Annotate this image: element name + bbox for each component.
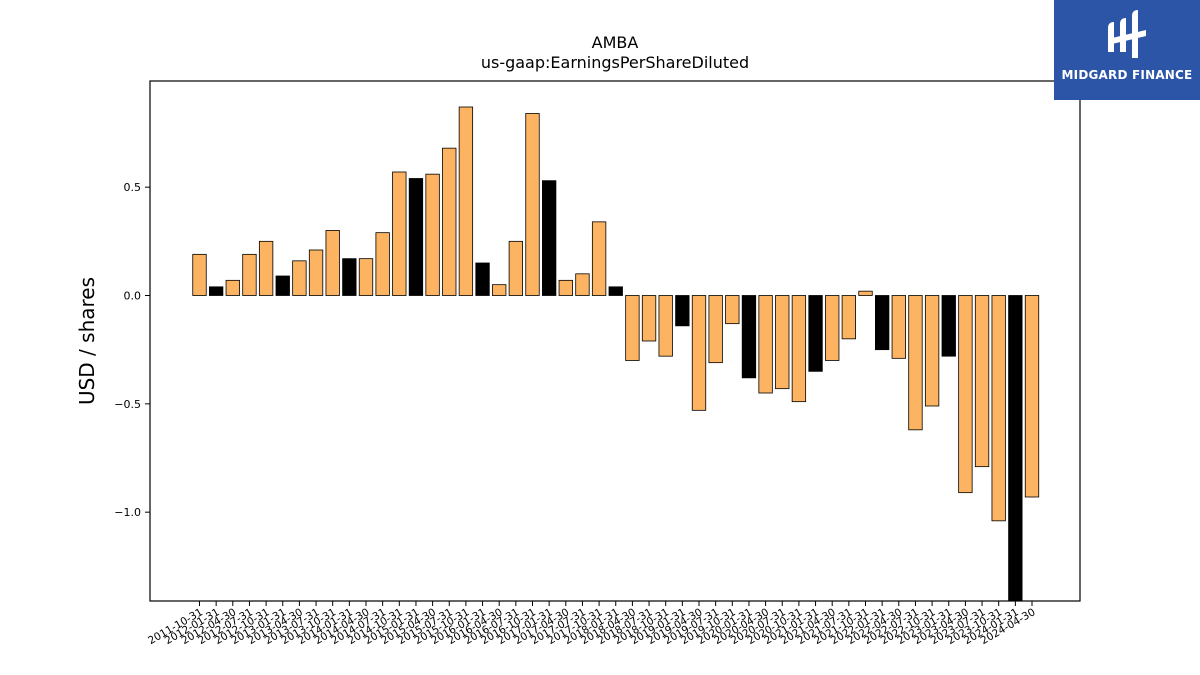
bar-2022-07-31 (908, 295, 923, 431)
bar-2016-10-31 (525, 113, 540, 296)
bar-2021-07-31 (841, 295, 856, 340)
bar-2015-04-30 (425, 173, 440, 296)
bar-2015-10-31 (458, 106, 474, 296)
y-tick-label: 0.0 (124, 290, 142, 303)
bar-2011-10-31 (192, 253, 207, 296)
bar-2021-10-31 (858, 290, 873, 296)
bar-2019-10-31 (725, 295, 740, 325)
bar-2020-10-31 (791, 295, 807, 403)
bar-2012-04-30 (225, 279, 240, 296)
bar-2013-04-30 (292, 260, 307, 296)
bar-2023-04-30 (958, 295, 973, 494)
chart-title: AMBA (592, 33, 639, 52)
bar-2015-07-31 (442, 147, 457, 296)
bar-2021-01-31 (808, 295, 823, 372)
bar-2018-01-31 (608, 286, 623, 296)
plot-frame (149, 80, 1081, 602)
bar-2017-07-31 (575, 273, 590, 296)
bar-2017-10-31 (591, 221, 607, 296)
bar-2019-07-31 (708, 295, 723, 364)
midgard-logo-icon (1108, 10, 1146, 58)
y-tick-label: 0.5 (124, 181, 142, 194)
bar-2018-04-30 (625, 295, 640, 361)
bar-2015-01-31 (408, 178, 424, 296)
bar-2019-04-30 (691, 295, 707, 411)
bar-2016-01-31 (475, 262, 490, 296)
bar-2023-01-31 (941, 295, 956, 357)
bar-2017-04-30 (558, 279, 573, 296)
bar-2020-01-31 (741, 295, 757, 379)
bars-group (192, 106, 1040, 602)
bar-2016-07-31 (508, 240, 524, 296)
bar-2022-04-30 (891, 295, 906, 359)
bar-2018-07-31 (641, 295, 657, 342)
bar-2022-01-31 (875, 295, 890, 351)
bar-2024-04-30 (1024, 295, 1040, 498)
bar-2020-07-31 (775, 295, 790, 390)
y-tick-label: −0.5 (114, 398, 141, 411)
bar-2024-01-31 (1008, 295, 1023, 602)
y-tick-label: −1.0 (114, 506, 141, 519)
bar-2016-04-30 (492, 284, 507, 296)
bar-2021-04-30 (825, 295, 840, 361)
bar-2014-04-30 (358, 258, 374, 296)
bar-2018-10-31 (658, 295, 673, 357)
bar-2017-01-31 (542, 180, 557, 296)
bar-2014-01-31 (342, 258, 357, 296)
y-axis-label: USD / shares (75, 277, 99, 405)
chart-subtitle: us-gaap:EarningsPerShareDiluted (481, 53, 749, 72)
bar-2012-10-31 (258, 240, 274, 296)
logo-text: MIDGARD FINANCE (1061, 68, 1193, 82)
bar-2023-07-31 (974, 295, 990, 468)
bar-2014-10-31 (392, 171, 407, 296)
bar-2012-01-31 (208, 286, 224, 296)
bar-2019-01-31 (675, 295, 690, 327)
bar-2013-10-31 (325, 230, 340, 296)
midgard-finance-logo: MIDGARD FINANCE (1054, 0, 1200, 100)
bar-2012-07-31 (242, 253, 257, 296)
bar-2014-07-31 (375, 232, 390, 296)
bar-2020-04-30 (758, 295, 773, 394)
x-ticks-group: 2011-10-312012-01-312012-04-302012-07-31… (146, 601, 1038, 647)
bar-2013-01-31 (275, 275, 290, 296)
bar-2022-10-31 (924, 295, 940, 407)
bar-2013-07-31 (308, 249, 324, 296)
bar-2023-10-31 (991, 295, 1006, 522)
y-ticks-group: 0.5 0.0 −0.5 −1.0 (114, 181, 150, 519)
